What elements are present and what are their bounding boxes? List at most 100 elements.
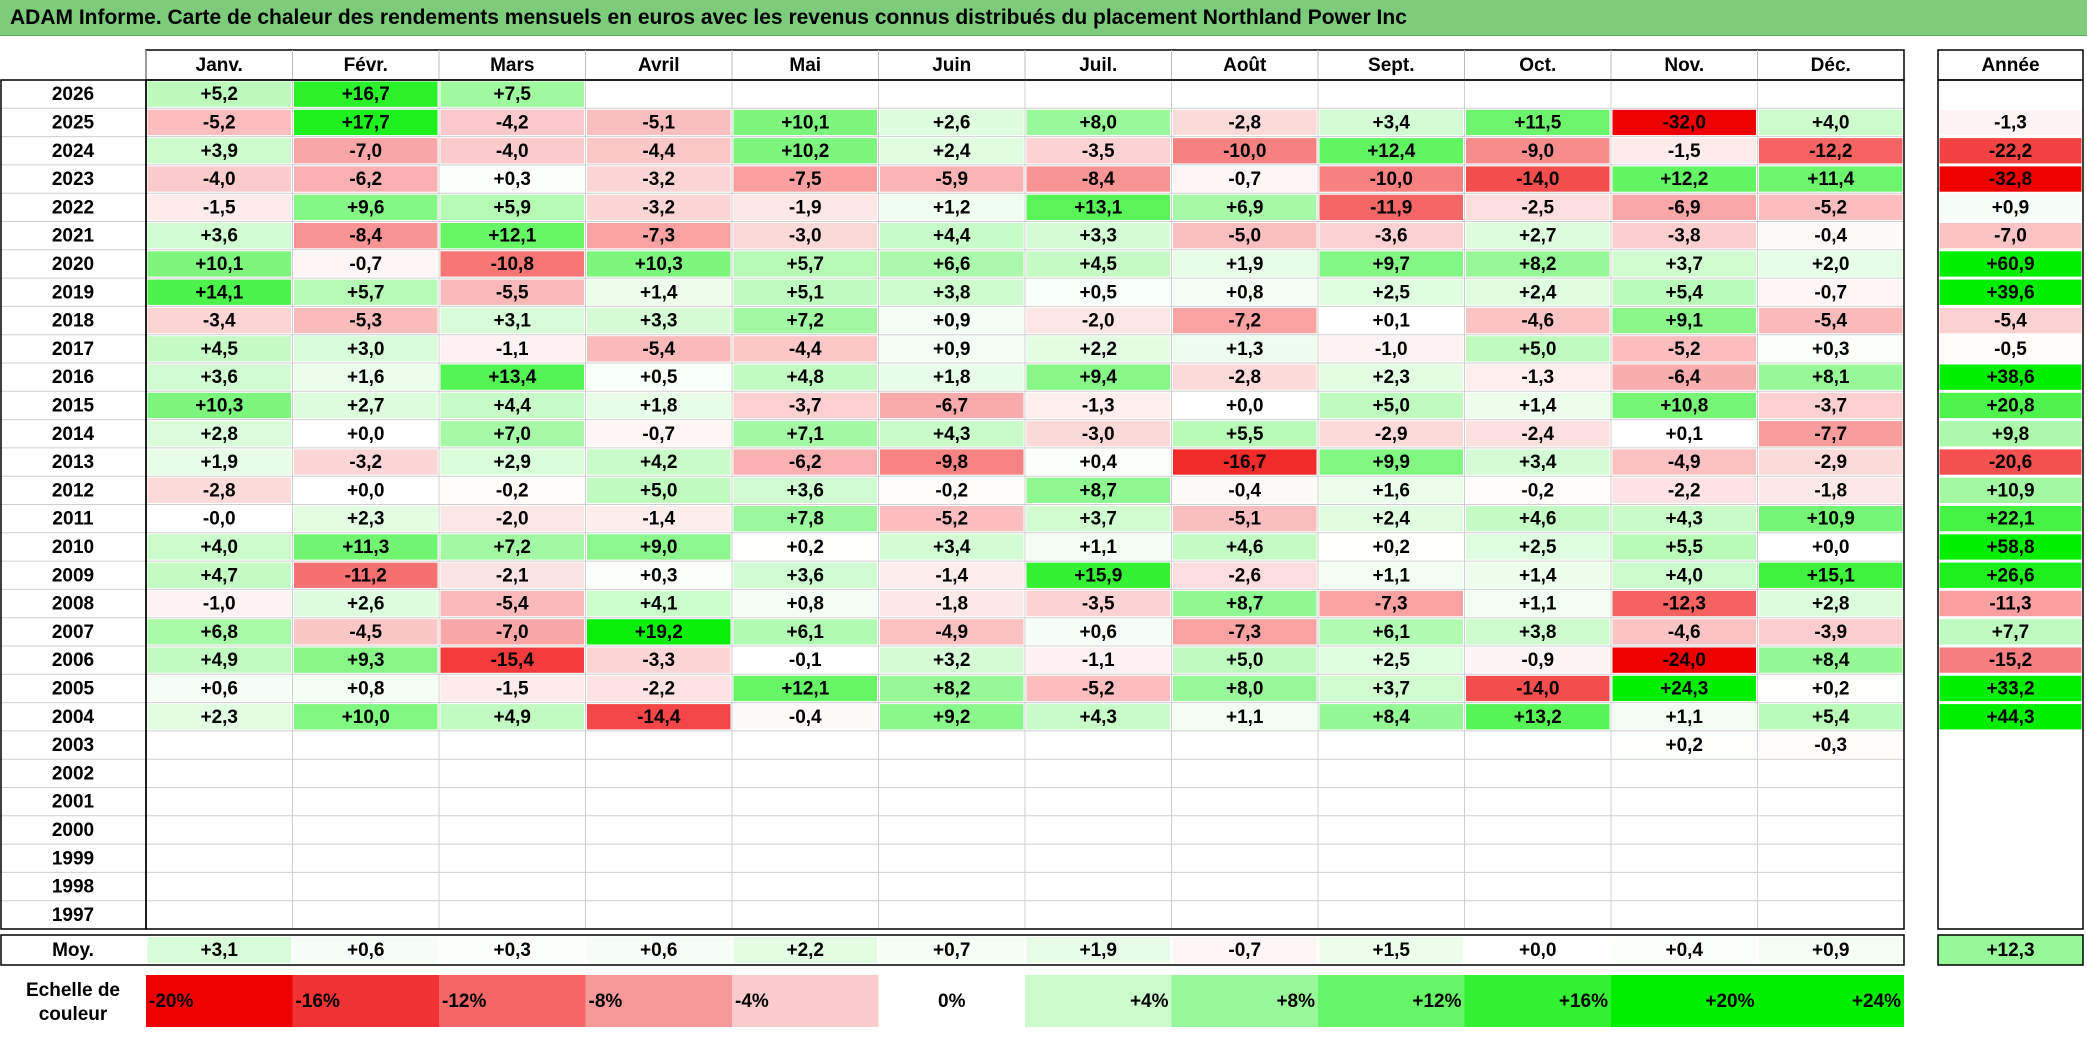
cell-value: -0,0: [203, 509, 236, 530]
heat-cell: [733, 279, 877, 305]
heat-cell: [1466, 421, 1610, 447]
average-cell: [294, 937, 438, 963]
annual-value: +10,9: [1986, 480, 2034, 501]
cell-value: -9,0: [1521, 141, 1554, 162]
annual-value: +0,9: [1992, 197, 2030, 218]
heat-cell: [1026, 279, 1170, 305]
cell-value: -3,7: [1814, 395, 1847, 416]
heat-cell: [880, 364, 1024, 390]
cell-value: +4,8: [786, 367, 824, 388]
annual-cell: [1939, 590, 2082, 617]
cell-value: +13,1: [1074, 197, 1123, 218]
heat-cell: [1466, 336, 1610, 362]
heat-cell: [294, 675, 438, 702]
year-label: 2021: [52, 226, 95, 247]
heat-cell: [733, 138, 877, 164]
cell-value: +5,5: [1665, 537, 1703, 558]
heat-cell: [1612, 760, 1756, 786]
heat-cell: [880, 534, 1024, 560]
heat-cell: [1466, 81, 1610, 107]
heat-cell: [1759, 109, 1903, 136]
cell-value: -1,0: [203, 594, 236, 615]
cell-value: +9,9: [1372, 452, 1410, 473]
cell-value: +1,8: [640, 395, 678, 416]
cell-value: +5,0: [640, 480, 678, 501]
cell-value: -4,6: [1668, 622, 1701, 643]
heat-cell: [1612, 562, 1756, 588]
year-label: 2018: [52, 311, 94, 332]
heat-cell: [587, 392, 731, 419]
year-label: 2011: [52, 509, 94, 530]
cell-value: -12,2: [1809, 141, 1852, 162]
heat-cell: [1173, 364, 1317, 390]
cell-value: +9,3: [347, 650, 385, 671]
cell-value: -5,3: [349, 311, 382, 332]
cell-value: +2,8: [1812, 594, 1850, 615]
heat-cell: [1026, 506, 1170, 532]
heat-cell: [147, 109, 291, 136]
year-label: 1997: [52, 905, 94, 926]
heat-cell: [1612, 506, 1756, 532]
heat-cell: [1319, 562, 1463, 588]
cell-value: +10,1: [195, 254, 244, 275]
annual-value: -20,6: [1989, 452, 2032, 473]
cell-value: -9,8: [935, 452, 968, 473]
average-cell: [587, 937, 731, 963]
cell-value: -4,2: [496, 112, 529, 133]
cell-value: -1,5: [1668, 141, 1701, 162]
cell-value: +2,7: [1519, 226, 1557, 247]
heat-cell: [1759, 562, 1903, 588]
average-cell: [880, 937, 1024, 963]
cell-value: +0,8: [347, 678, 385, 699]
color-scale-swatch: [439, 975, 586, 1027]
color-scale-stop: +8%: [1276, 991, 1315, 1012]
heat-cell: [1026, 562, 1170, 588]
cell-value: -0,4: [789, 707, 822, 728]
heat-cell: [1173, 307, 1317, 334]
cell-value: -7,3: [1228, 622, 1261, 643]
cell-value: +2,4: [1372, 509, 1410, 530]
heat-cell: [1612, 307, 1756, 334]
cell-value: +6,1: [1372, 622, 1410, 643]
color-scale-swatch: [1025, 975, 1172, 1027]
heat-cell: [294, 902, 438, 928]
heat-cell: [1612, 138, 1756, 164]
cell-value: +7,2: [493, 537, 531, 558]
heat-cell: [147, 81, 291, 107]
annual-value: +22,1: [1986, 509, 2035, 530]
heat-cell: [587, 562, 731, 588]
cell-value: +2,5: [1519, 537, 1557, 558]
year-label: 2003: [52, 735, 94, 756]
cell-value: +4,6: [1226, 537, 1264, 558]
cell-value: +4,2: [640, 452, 678, 473]
cell-value: -3,3: [642, 650, 675, 671]
heat-cell: [733, 760, 877, 786]
heat-cell: [1319, 449, 1463, 475]
heat-cell: [1319, 307, 1463, 334]
average-cell: [1612, 937, 1756, 963]
year-label: 2000: [52, 820, 94, 841]
average-value: +0,6: [640, 940, 678, 961]
year-label: 2020: [52, 254, 94, 275]
cell-value: -14,4: [637, 707, 681, 728]
cell-value: +12,1: [488, 226, 537, 247]
cell-value: +8,0: [1079, 112, 1117, 133]
cell-value: +0,5: [1079, 282, 1117, 303]
year-label: 2007: [52, 622, 94, 643]
heat-cell: [1319, 760, 1463, 786]
heat-cell: [587, 223, 731, 249]
average-label: Moy.: [52, 940, 94, 961]
annual-cell: [1939, 194, 2082, 220]
heat-cell: [1759, 421, 1903, 447]
heat-cell: [1612, 166, 1756, 192]
heat-cell: [1466, 704, 1610, 730]
cell-value: +1,9: [200, 452, 238, 473]
cell-value: -0,2: [935, 480, 968, 501]
heat-cell: [1466, 817, 1610, 843]
heat-cell: [147, 732, 291, 758]
cell-value: -24,0: [1663, 650, 1706, 671]
heat-cell: [880, 138, 1024, 164]
cell-value: -10,0: [1223, 141, 1266, 162]
cell-value: +2,7: [347, 395, 385, 416]
cell-value: +8,7: [1226, 594, 1264, 615]
